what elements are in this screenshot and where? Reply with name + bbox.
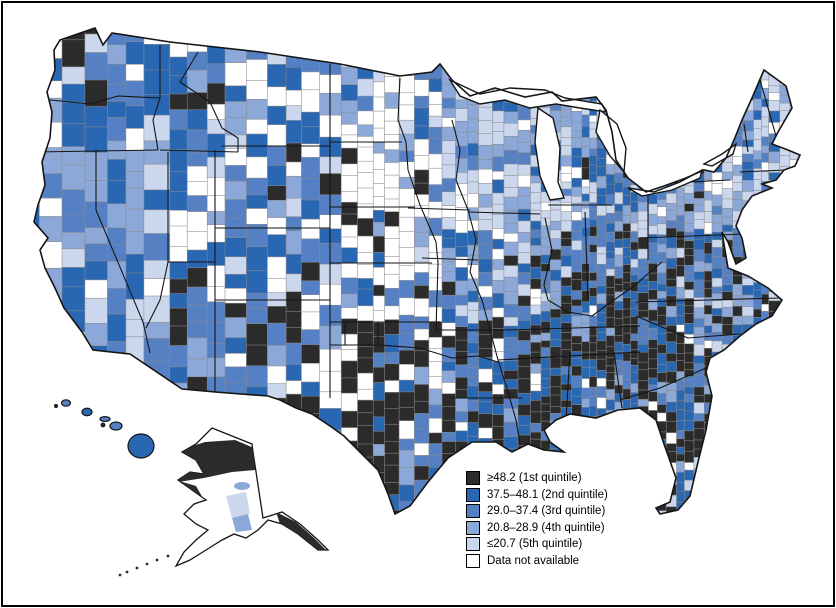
alaska-southcentral-pale [226, 492, 250, 518]
alaska-panhandle [276, 512, 328, 552]
legend-swatch-quintile-3 [466, 504, 480, 518]
legend-label-quintile-3: 29.0–37.4 (3rd quintile) [487, 505, 606, 517]
legend-swatch-quintile-4 [466, 520, 480, 535]
legend-row-quintile-4: 20.8–28.9 (4th quintile) [466, 520, 608, 536]
hawaii-molokai [99, 416, 111, 423]
hawaii-maui [109, 421, 123, 431]
legend-label-quintile-2: 37.5–48.1 (2nd quintile) [487, 488, 608, 501]
alaska-interior-patch [234, 482, 250, 490]
legend-row-no-data: Data not available [466, 553, 608, 569]
legend-label-no-data: Data not available [487, 554, 580, 567]
aleutian-islands [118, 554, 170, 577]
legend-label-quintile-5: ≤20.7 (5th quintile) [487, 538, 583, 550]
legend-row-quintile-5: ≤20.7 (5th quintile) [466, 536, 608, 552]
legend-swatch-quintile-1 [466, 471, 480, 485]
alaska-kenai-blue [232, 514, 252, 532]
legend-label-quintile-4: 20.8–28.9 (4th quintile) [487, 521, 605, 534]
hawaii-inset [53, 399, 155, 459]
hawaii-lanai [100, 422, 106, 428]
legend-row-quintile-3: 29.0–37.4 (3rd quintile) [466, 503, 608, 519]
hawaii-niihau [53, 404, 58, 409]
state-boundaries-layer [35, 45, 787, 445]
map-legend: ≥48.2 (1st quintile) 37.5–48.1 (2nd quin… [466, 470, 608, 569]
lake-ontario [702, 142, 738, 167]
hawaii-kauai [60, 399, 72, 407]
lake-erie [627, 168, 704, 197]
lake-michigan [534, 106, 565, 201]
legend-swatch-no-data [466, 553, 480, 568]
legend-swatch-quintile-2 [466, 487, 480, 502]
legend-row-quintile-1: ≥48.2 (1st quintile) [466, 470, 608, 486]
hawaii-oahu [81, 407, 93, 417]
legend-row-quintile-2: 37.5–48.1 (2nd quintile) [466, 487, 608, 503]
legend-swatch-quintile-5 [466, 537, 480, 551]
legend-label-quintile-1: ≥48.2 (1st quintile) [487, 472, 582, 484]
hawaii-big-island [127, 433, 155, 459]
